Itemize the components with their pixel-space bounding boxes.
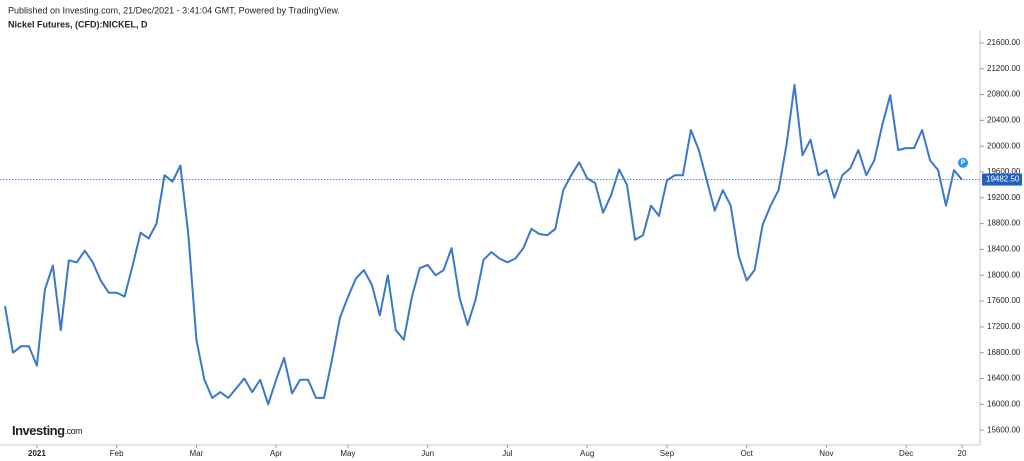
chart-title: Nickel Futures, (CFD):NICKEL, D	[8, 19, 148, 29]
y-tick-label: 18800.00	[987, 219, 1021, 228]
x-tick-label: 20	[958, 449, 967, 458]
x-tick-label: Aug	[580, 449, 594, 458]
y-tick-label: 20000.00	[987, 141, 1021, 150]
y-tick-label: 16000.00	[987, 399, 1021, 408]
y-tick-label: 16800.00	[987, 348, 1021, 357]
y-tick-label: 17200.00	[987, 322, 1021, 331]
x-tick-label: Dec	[899, 449, 913, 458]
x-tick-label: Jun	[421, 449, 434, 458]
y-tick-label: 19200.00	[987, 193, 1021, 202]
y-tick-label: 18400.00	[987, 245, 1021, 254]
last-price-box	[982, 173, 1022, 186]
x-tick-label: Sep	[660, 449, 675, 458]
marker-dot	[958, 157, 968, 168]
x-tick-label: 2021	[28, 449, 46, 458]
x-tick-label: Oct	[740, 449, 753, 458]
last-price-label: 19482.50	[986, 175, 1020, 184]
y-tick-label: 21600.00	[987, 38, 1021, 47]
y-tick-label: 20400.00	[987, 115, 1021, 124]
y-tick-label: 15600.00	[987, 425, 1021, 434]
brand-name: Investing	[12, 423, 65, 438]
x-tick-label: May	[340, 449, 355, 458]
y-tick-label: 21200.00	[987, 64, 1021, 73]
y-tick-label: 19600.00	[987, 167, 1021, 176]
published-note: Published on Investing.com, 21/Dec/2021 …	[8, 5, 340, 15]
x-tick-label: Feb	[110, 449, 124, 458]
brand-logo: Investing.com	[12, 423, 82, 438]
x-tick-label: Jul	[502, 449, 512, 458]
y-tick-label: 17600.00	[987, 296, 1021, 305]
x-tick-label: Apr	[270, 449, 283, 458]
y-tick-label: 16400.00	[987, 374, 1021, 383]
x-tick-label: Mar	[190, 449, 204, 458]
marker-label: P	[961, 160, 966, 167]
price-line	[4, 83, 963, 406]
brand-suffix: .com	[65, 426, 83, 436]
y-tick-label: 18000.00	[987, 270, 1021, 279]
y-tick-label: 20800.00	[987, 90, 1021, 99]
x-tick-label: Nov	[819, 449, 833, 458]
